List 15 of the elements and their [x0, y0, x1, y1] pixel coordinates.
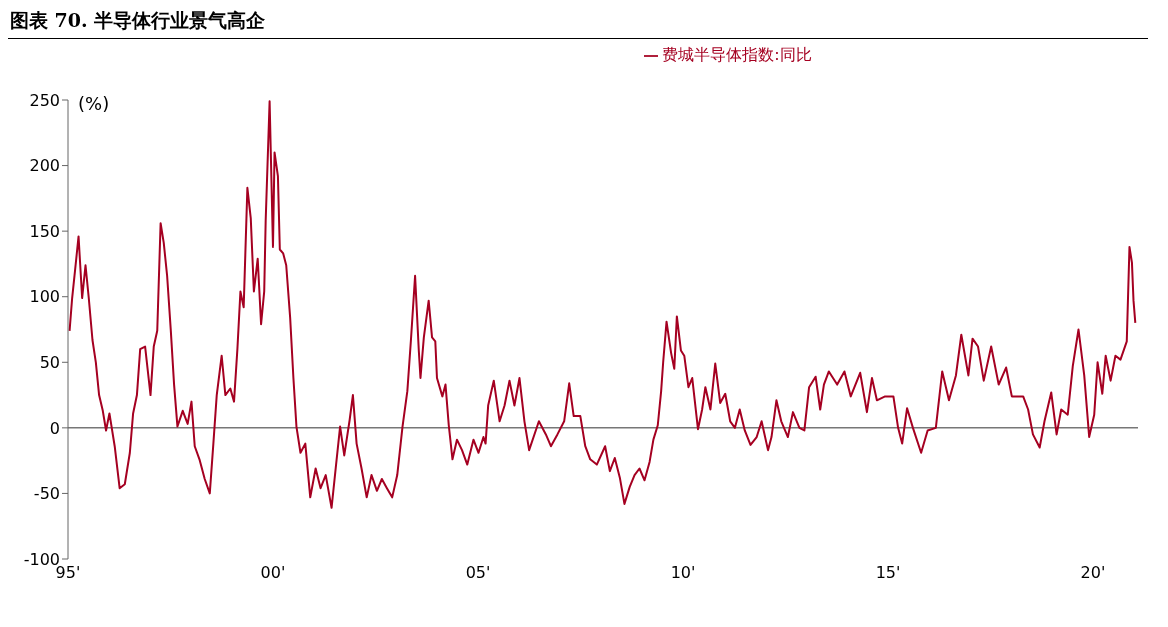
- y-tick-label: 0: [49, 418, 60, 438]
- y-axis-title: (%): [78, 93, 110, 114]
- legend-label: 费城半导体指数:同比: [662, 45, 812, 64]
- x-tick-label: 00': [260, 563, 286, 583]
- x-tick-label: 20': [1080, 563, 1106, 583]
- y-tick-label: -50: [33, 484, 60, 504]
- y-tick-label: 50: [39, 352, 60, 372]
- y-tick-label: 150: [29, 221, 60, 241]
- x-tick-label: 15': [875, 563, 901, 583]
- y-tick-label: 100: [29, 287, 60, 307]
- x-tick-label: 10': [670, 563, 696, 583]
- x-tick-label: 05': [465, 563, 491, 583]
- chart-title: 图表 70. 半导体行业景气高企: [8, 8, 1148, 39]
- y-tick-label: 200: [29, 156, 60, 176]
- y-tick-label: 250: [29, 90, 60, 110]
